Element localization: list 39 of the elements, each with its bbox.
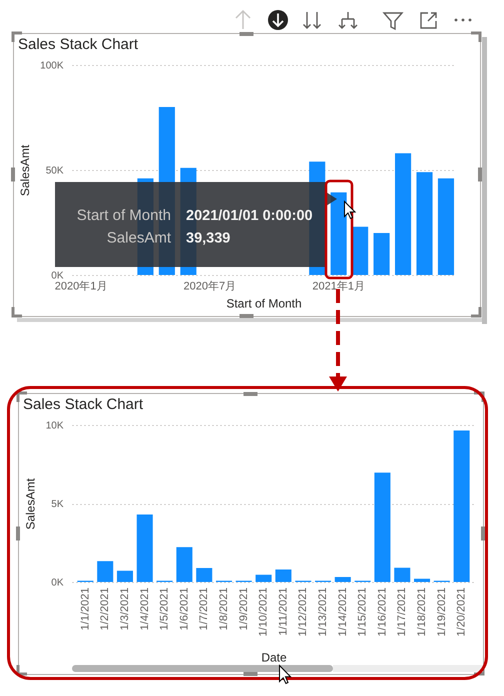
y-tick-label: 0K	[51, 578, 64, 588]
x-tick-label: 1/15/2021	[356, 588, 369, 636]
x-tick-label: 1/5/2021	[158, 588, 171, 630]
x-tick-label: 1/2/2021	[99, 588, 112, 630]
x-tick-label: 1/14/2021	[336, 588, 349, 636]
y-tick-label: 5K	[51, 499, 64, 510]
x-tick-label: 1/13/2021	[317, 588, 330, 636]
x-tick-label: 1/7/2021	[198, 588, 210, 630]
x-tick-label: 1/20/2021	[456, 588, 468, 636]
y-axis-title: SalesAmt	[24, 478, 38, 530]
x-tick-label: 1/10/2021	[258, 588, 270, 636]
annotation: Start of Month	[76, 207, 171, 224]
annotation: 2021/01/01 0:00:00	[186, 208, 313, 224]
x-tick-label: 1/1/2021	[79, 588, 92, 630]
annotation: 39,339	[186, 230, 230, 246]
y-tick-label: 0K	[51, 270, 64, 282]
y-tick-label: 50K	[46, 166, 64, 176]
x-tick-label: 1/8/2021	[218, 588, 230, 630]
x-tick-label: 1/12/2021	[297, 588, 310, 636]
y-tick-label: 100K	[40, 60, 64, 72]
x-tick-label: 1/11/2021	[277, 588, 290, 636]
x-tick-label: 2020年1月	[54, 280, 108, 292]
x-axis-title: Start of Month	[226, 296, 302, 310]
x-tick-label: 1/16/2021	[376, 588, 388, 636]
annotation: SalesAmt	[106, 230, 172, 246]
x-tick-label: 1/17/2021	[396, 588, 408, 636]
x-tick-label: 1/6/2021	[178, 588, 190, 630]
x-tick-label: 1/19/2021	[436, 588, 448, 636]
x-tick-label: 1/3/2021	[118, 588, 131, 630]
chart-title: Sales Stack Chart	[23, 396, 144, 413]
x-axis-title: Date	[261, 650, 287, 664]
chart-title: Sales Stack Chart	[18, 36, 139, 53]
y-axis-title: SalesAmt	[18, 144, 32, 196]
x-tick-label: 1/4/2021	[138, 588, 151, 630]
x-tick-label: 2020年7月	[184, 280, 236, 292]
y-tick-label: 10K	[46, 420, 64, 432]
x-tick-label: 2021年1月	[312, 280, 365, 292]
x-tick-label: 1/18/2021	[416, 588, 428, 636]
x-tick-label: 1/9/2021	[238, 588, 250, 630]
